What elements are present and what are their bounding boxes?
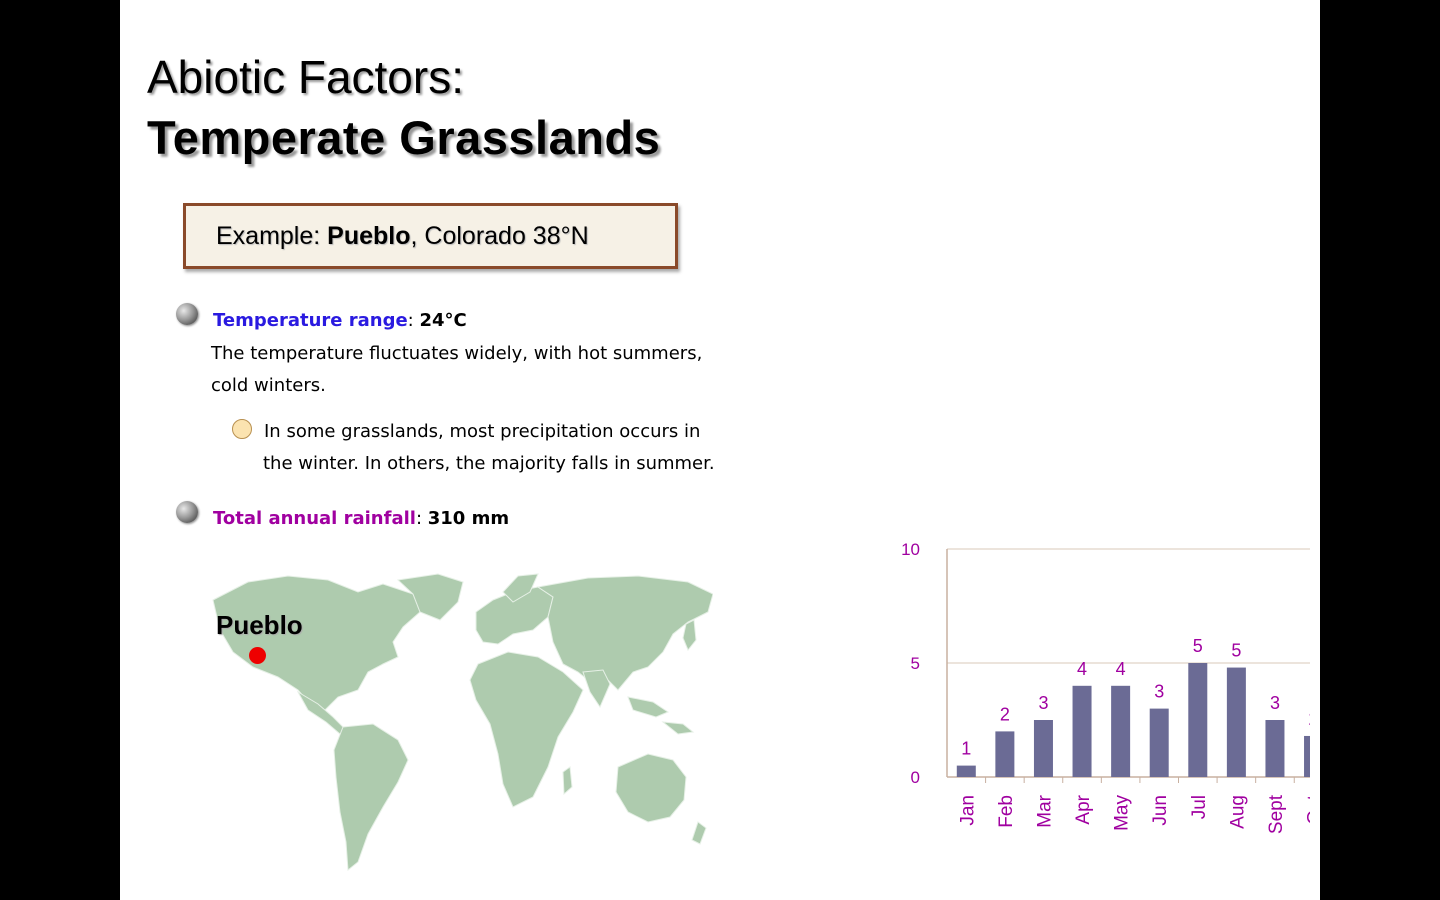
data-label: 5 — [1231, 641, 1241, 661]
y-tick-label: 10 — [901, 540, 920, 559]
rainfall-label: Total annual rainfall — [213, 508, 416, 529]
temperature-description-2: cold winters. — [211, 375, 326, 396]
rainfall-chart: 0 5 10 1 Jan 2 Feb 3 Mar 4 Apr 4 May 3 Jun 5 Jul 5 Aug 3 Sep… — [901, 540, 1310, 834]
data-label: 3 — [1270, 693, 1280, 713]
y-tick-label: 0 — [911, 768, 920, 787]
x-tick-label: Feb — [996, 795, 1017, 828]
x-tick-label: May — [1112, 795, 1133, 831]
rainfall-sep: : — [415, 508, 428, 529]
location-marker — [249, 647, 266, 664]
bar — [995, 731, 1015, 777]
example-suffix: , Colorado 38°N — [410, 221, 589, 250]
title-line-1: Abiotic Factors: — [147, 51, 464, 103]
bar — [1033, 720, 1053, 777]
x-tick-label: Jul — [1189, 795, 1210, 819]
x-tick-label: Mar — [1034, 794, 1055, 827]
data-label: 4 — [1077, 659, 1087, 679]
slide: Abiotic Factors: Temperate Grasslands Ex… — [120, 0, 1320, 900]
x-tick-label: Oct — [1305, 794, 1310, 824]
temperature-value: 24°C — [419, 310, 467, 331]
bar — [956, 765, 976, 777]
bar — [1226, 667, 1246, 777]
bullet-icon — [176, 501, 198, 523]
temperature-description-1: The temperature fluctuates widely, with … — [211, 343, 703, 364]
bar — [1149, 708, 1169, 777]
title-line-2: Temperate Grasslands — [147, 111, 661, 164]
bar — [1188, 663, 1208, 777]
data-label: 4 — [1116, 659, 1126, 679]
example-box: Example: Pueblo, Colorado 38°N — [183, 203, 678, 269]
world-map — [212, 573, 713, 871]
bullet-icon — [176, 303, 198, 325]
world-map-landmasses — [212, 573, 713, 871]
data-label: 1 — [961, 739, 971, 759]
temperature-label: Temperature range — [213, 310, 408, 331]
bar — [1072, 685, 1092, 777]
example-city: Pueblo — [327, 221, 411, 250]
x-tick-label: Apr — [1073, 794, 1094, 824]
data-label: 2 — [1000, 704, 1010, 724]
map-label: Pueblo — [216, 610, 303, 640]
y-tick-label: 5 — [911, 654, 920, 673]
bar — [1265, 720, 1285, 777]
bar — [1111, 685, 1131, 777]
temperature-chart: -5051015202530JanFebMarAprMayJunJulAugSe… — [770, 90, 1310, 480]
temperature-range: Temperature range: 24°C — [213, 310, 467, 331]
precip-note-1: In some grasslands, most precipitation o… — [264, 421, 701, 442]
x-tick-label: Jun — [1150, 795, 1171, 826]
precip-note-2: the winter. In others, the majority fall… — [263, 453, 715, 474]
bar — [1304, 735, 1310, 777]
data-label: 3 — [1154, 682, 1164, 702]
data-label: 3 — [1038, 693, 1048, 713]
x-tick-label: Sept — [1266, 794, 1287, 834]
data-label: 5 — [1193, 636, 1203, 656]
data-label: 2 — [1309, 709, 1310, 729]
rainfall-value: 310 mm — [427, 508, 510, 529]
sub-bullet-icon — [232, 419, 252, 439]
rainfall-total: Total annual rainfall: 310 mm — [213, 508, 509, 529]
x-tick-label: Jan — [957, 795, 978, 826]
x-tick-label: Aug — [1227, 795, 1248, 829]
example-prefix: Example: — [216, 221, 328, 250]
temperature-sep: : — [407, 310, 420, 331]
